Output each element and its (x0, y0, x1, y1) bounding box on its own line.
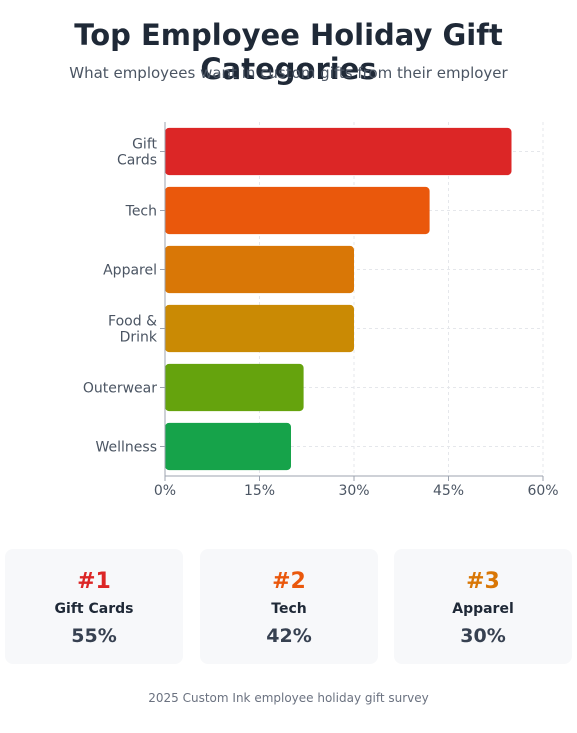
card-percentage: 30% (460, 625, 506, 647)
card-category: Apparel (452, 601, 514, 617)
card-rank: #2 (272, 569, 306, 594)
chart-subtitle: What employees want in custom gifts from… (69, 64, 508, 82)
y-tick-label: Food & Drink (108, 314, 158, 346)
highlight-card-3: #3 Apparel 30% (394, 549, 572, 664)
bar (165, 304, 354, 353)
bar (165, 363, 304, 412)
y-tick-label: Wellness (96, 440, 158, 456)
tick-labels: 0% 15% 30% 45% 60% Gift Cards Tech Apparel Food &… (83, 137, 559, 500)
card-category: Tech (271, 601, 307, 617)
card-rank: #1 (77, 569, 111, 594)
card-percentage: 42% (266, 625, 312, 647)
bars (165, 127, 512, 471)
card-rank: #3 (466, 569, 500, 594)
x-tick-label: 0% (154, 483, 176, 499)
x-tick-label: 45% (433, 483, 464, 499)
bar (165, 127, 512, 176)
bar (165, 422, 291, 471)
x-tick-label: 30% (338, 483, 369, 499)
chart-title: Top Employee Holiday Gift Categories (74, 18, 503, 86)
highlight-card-2: #2 Tech 42% (200, 549, 378, 664)
axes (160, 122, 544, 481)
x-tick-label: 15% (244, 483, 275, 499)
y-tick-label: Apparel (103, 263, 157, 279)
highlight-card-1: #1 Gift Cards 55% (5, 549, 183, 664)
y-tick-label: Tech (125, 204, 157, 220)
card-category: Gift Cards (54, 601, 134, 617)
card-percentage: 55% (71, 625, 117, 647)
y-tick-label: Gift Cards (117, 137, 158, 169)
bar (165, 245, 354, 294)
source-note: 2025 Custom Ink employee holiday gift su… (148, 691, 429, 705)
x-tick-label: 60% (527, 483, 558, 499)
bar-chart: 0% 15% 30% 45% 60% Gift Cards Tech Apparel Food &… (83, 122, 559, 500)
y-tick-label: Outerwear (83, 381, 157, 397)
bar (165, 186, 430, 235)
